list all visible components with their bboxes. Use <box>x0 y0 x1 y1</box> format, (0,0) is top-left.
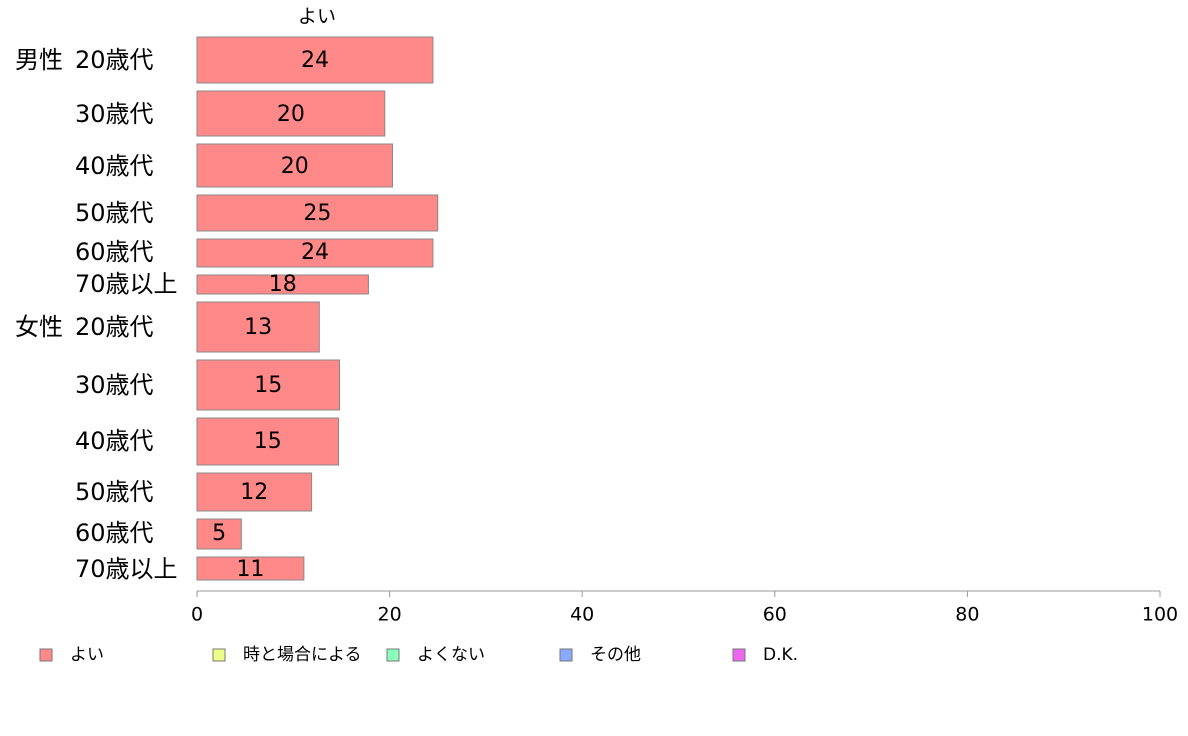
x-tick-label: 20 <box>378 604 402 626</box>
legend-swatch <box>386 648 400 662</box>
legend-swatch <box>732 648 746 662</box>
legend-label: よい <box>70 645 104 665</box>
category-label: 60歳代 <box>75 519 154 547</box>
data-label: 5 <box>212 521 226 546</box>
category-label: 70歳以上 <box>75 270 178 298</box>
data-label: 11 <box>236 557 264 582</box>
data-label: 18 <box>269 272 297 297</box>
bar <box>196 359 341 411</box>
data-label: 15 <box>254 373 282 398</box>
data-label: 15 <box>254 429 282 454</box>
data-label: 24 <box>301 240 329 265</box>
category-label: 40歳代 <box>75 427 154 455</box>
data-label: 12 <box>240 480 268 505</box>
data-label: 24 <box>301 48 329 73</box>
category-label: 20歳代 <box>75 46 154 74</box>
group-label: 女性 <box>15 313 63 341</box>
legend-swatch <box>212 648 226 662</box>
category-label: 60歳代 <box>75 238 154 266</box>
category-label: 50歳代 <box>75 478 154 506</box>
data-label: 13 <box>244 315 272 340</box>
data-label: 20 <box>281 154 309 179</box>
legend-label: D.K. <box>763 645 798 665</box>
bar <box>196 274 369 295</box>
category-label: 20歳代 <box>75 313 154 341</box>
category-label: 40歳代 <box>75 152 154 180</box>
bar <box>196 36 434 84</box>
category-label: 50歳代 <box>75 199 154 227</box>
x-tick-label: 40 <box>570 604 594 626</box>
bar <box>196 90 386 137</box>
data-label: 25 <box>303 201 331 226</box>
x-tick-label: 80 <box>955 604 979 626</box>
category-label: 30歳代 <box>75 371 154 399</box>
x-tick-label: 60 <box>763 604 787 626</box>
bar <box>196 301 320 353</box>
x-tick-label: 0 <box>191 604 203 626</box>
legend-swatch <box>559 648 573 662</box>
bar <box>196 518 242 550</box>
bar <box>196 417 340 466</box>
legend-label: よくない <box>417 645 485 665</box>
legend-swatch <box>39 648 53 662</box>
bar <box>196 472 313 512</box>
group-label: 男性 <box>15 46 63 74</box>
category-label: 70歳以上 <box>75 555 178 583</box>
x-tick-label: 100 <box>1142 604 1178 626</box>
bar <box>196 238 434 268</box>
bar <box>196 556 305 581</box>
legend-label: 時と場合による <box>243 645 362 665</box>
bar <box>196 143 393 188</box>
legend-label: その他 <box>590 645 641 665</box>
data-label: 20 <box>277 102 305 127</box>
category-label: 30歳代 <box>75 100 154 128</box>
bar <box>196 194 439 232</box>
column-header: よい <box>298 6 336 28</box>
